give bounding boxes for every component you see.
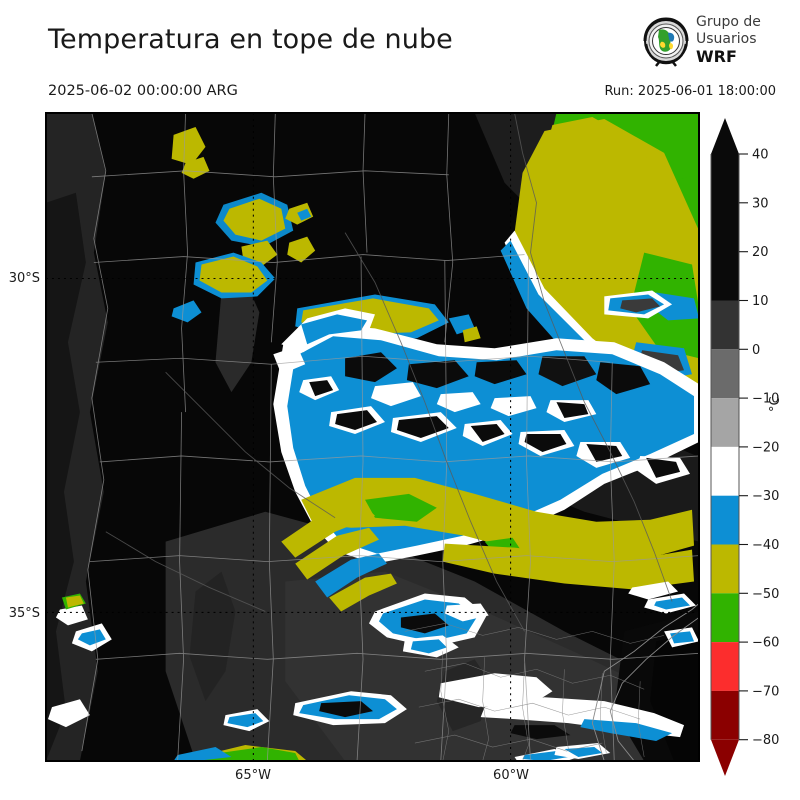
coastline	[591, 602, 699, 761]
cb-tick-10: 10	[752, 294, 769, 309]
cb-tick-30: 30	[752, 196, 769, 211]
cb-tick-m10: −10	[752, 392, 779, 407]
logo-line-1: Grupo de	[696, 14, 761, 30]
logo-line-3: WRF	[696, 47, 737, 66]
cb-tick-m40: −40	[752, 538, 779, 553]
x-tick-label-60w: 60°W	[493, 768, 529, 783]
colorbar-ticks	[739, 153, 748, 741]
run-time-label: Run: 2025-06-01 18:00:00	[604, 84, 776, 99]
province-borders	[81, 113, 699, 761]
colorbar-tick-labels: 40 30 20 10 0 −10 −20 −30 −40 −50 −60 −7…	[752, 148, 779, 749]
cb-tick-m30: −30	[752, 489, 779, 504]
rivers	[105, 113, 673, 632]
cb-tick-m80: −80	[752, 733, 779, 748]
logo-line-2: Usuarios	[696, 31, 757, 47]
cb-tick-40: 40	[752, 148, 769, 163]
graticule	[46, 113, 699, 761]
valid-time-label: 2025-06-02 00:00:00 ARG	[48, 83, 238, 99]
cb-tick-20: 20	[752, 245, 769, 260]
map-panel[interactable]	[45, 112, 700, 762]
page-title: Temperatura en tope de nube	[48, 24, 453, 55]
cb-tick-m60: −60	[752, 636, 779, 651]
cloud-band-central	[273, 308, 699, 612]
colorbar[interactable]: 40 30 20 10 0 −10 −20 −30 −40 −50 −60 −7…	[706, 112, 800, 782]
x-tick-label-65w: 65°W	[235, 768, 271, 783]
colorbar-bands	[711, 118, 739, 776]
globe-emblem-icon	[640, 16, 692, 68]
colorbar-unit-label: °C	[768, 396, 783, 412]
cloud-cells-south	[47, 581, 699, 761]
y-tick-label-30s: 30°S	[8, 271, 40, 286]
cb-tick-m70: −70	[752, 684, 779, 699]
cb-tick-m20: −20	[752, 440, 779, 455]
cb-tick-m50: −50	[752, 587, 779, 602]
county-borders	[404, 623, 665, 761]
cb-tick-0: 0	[752, 343, 760, 358]
logo-text: Grupo de Usuarios WRF	[696, 14, 792, 66]
y-tick-label-35s: 35°S	[8, 606, 40, 621]
wrf-user-group-logo: Grupo de Usuarios WRF	[640, 14, 790, 74]
cloud-cells-east	[604, 290, 673, 319]
